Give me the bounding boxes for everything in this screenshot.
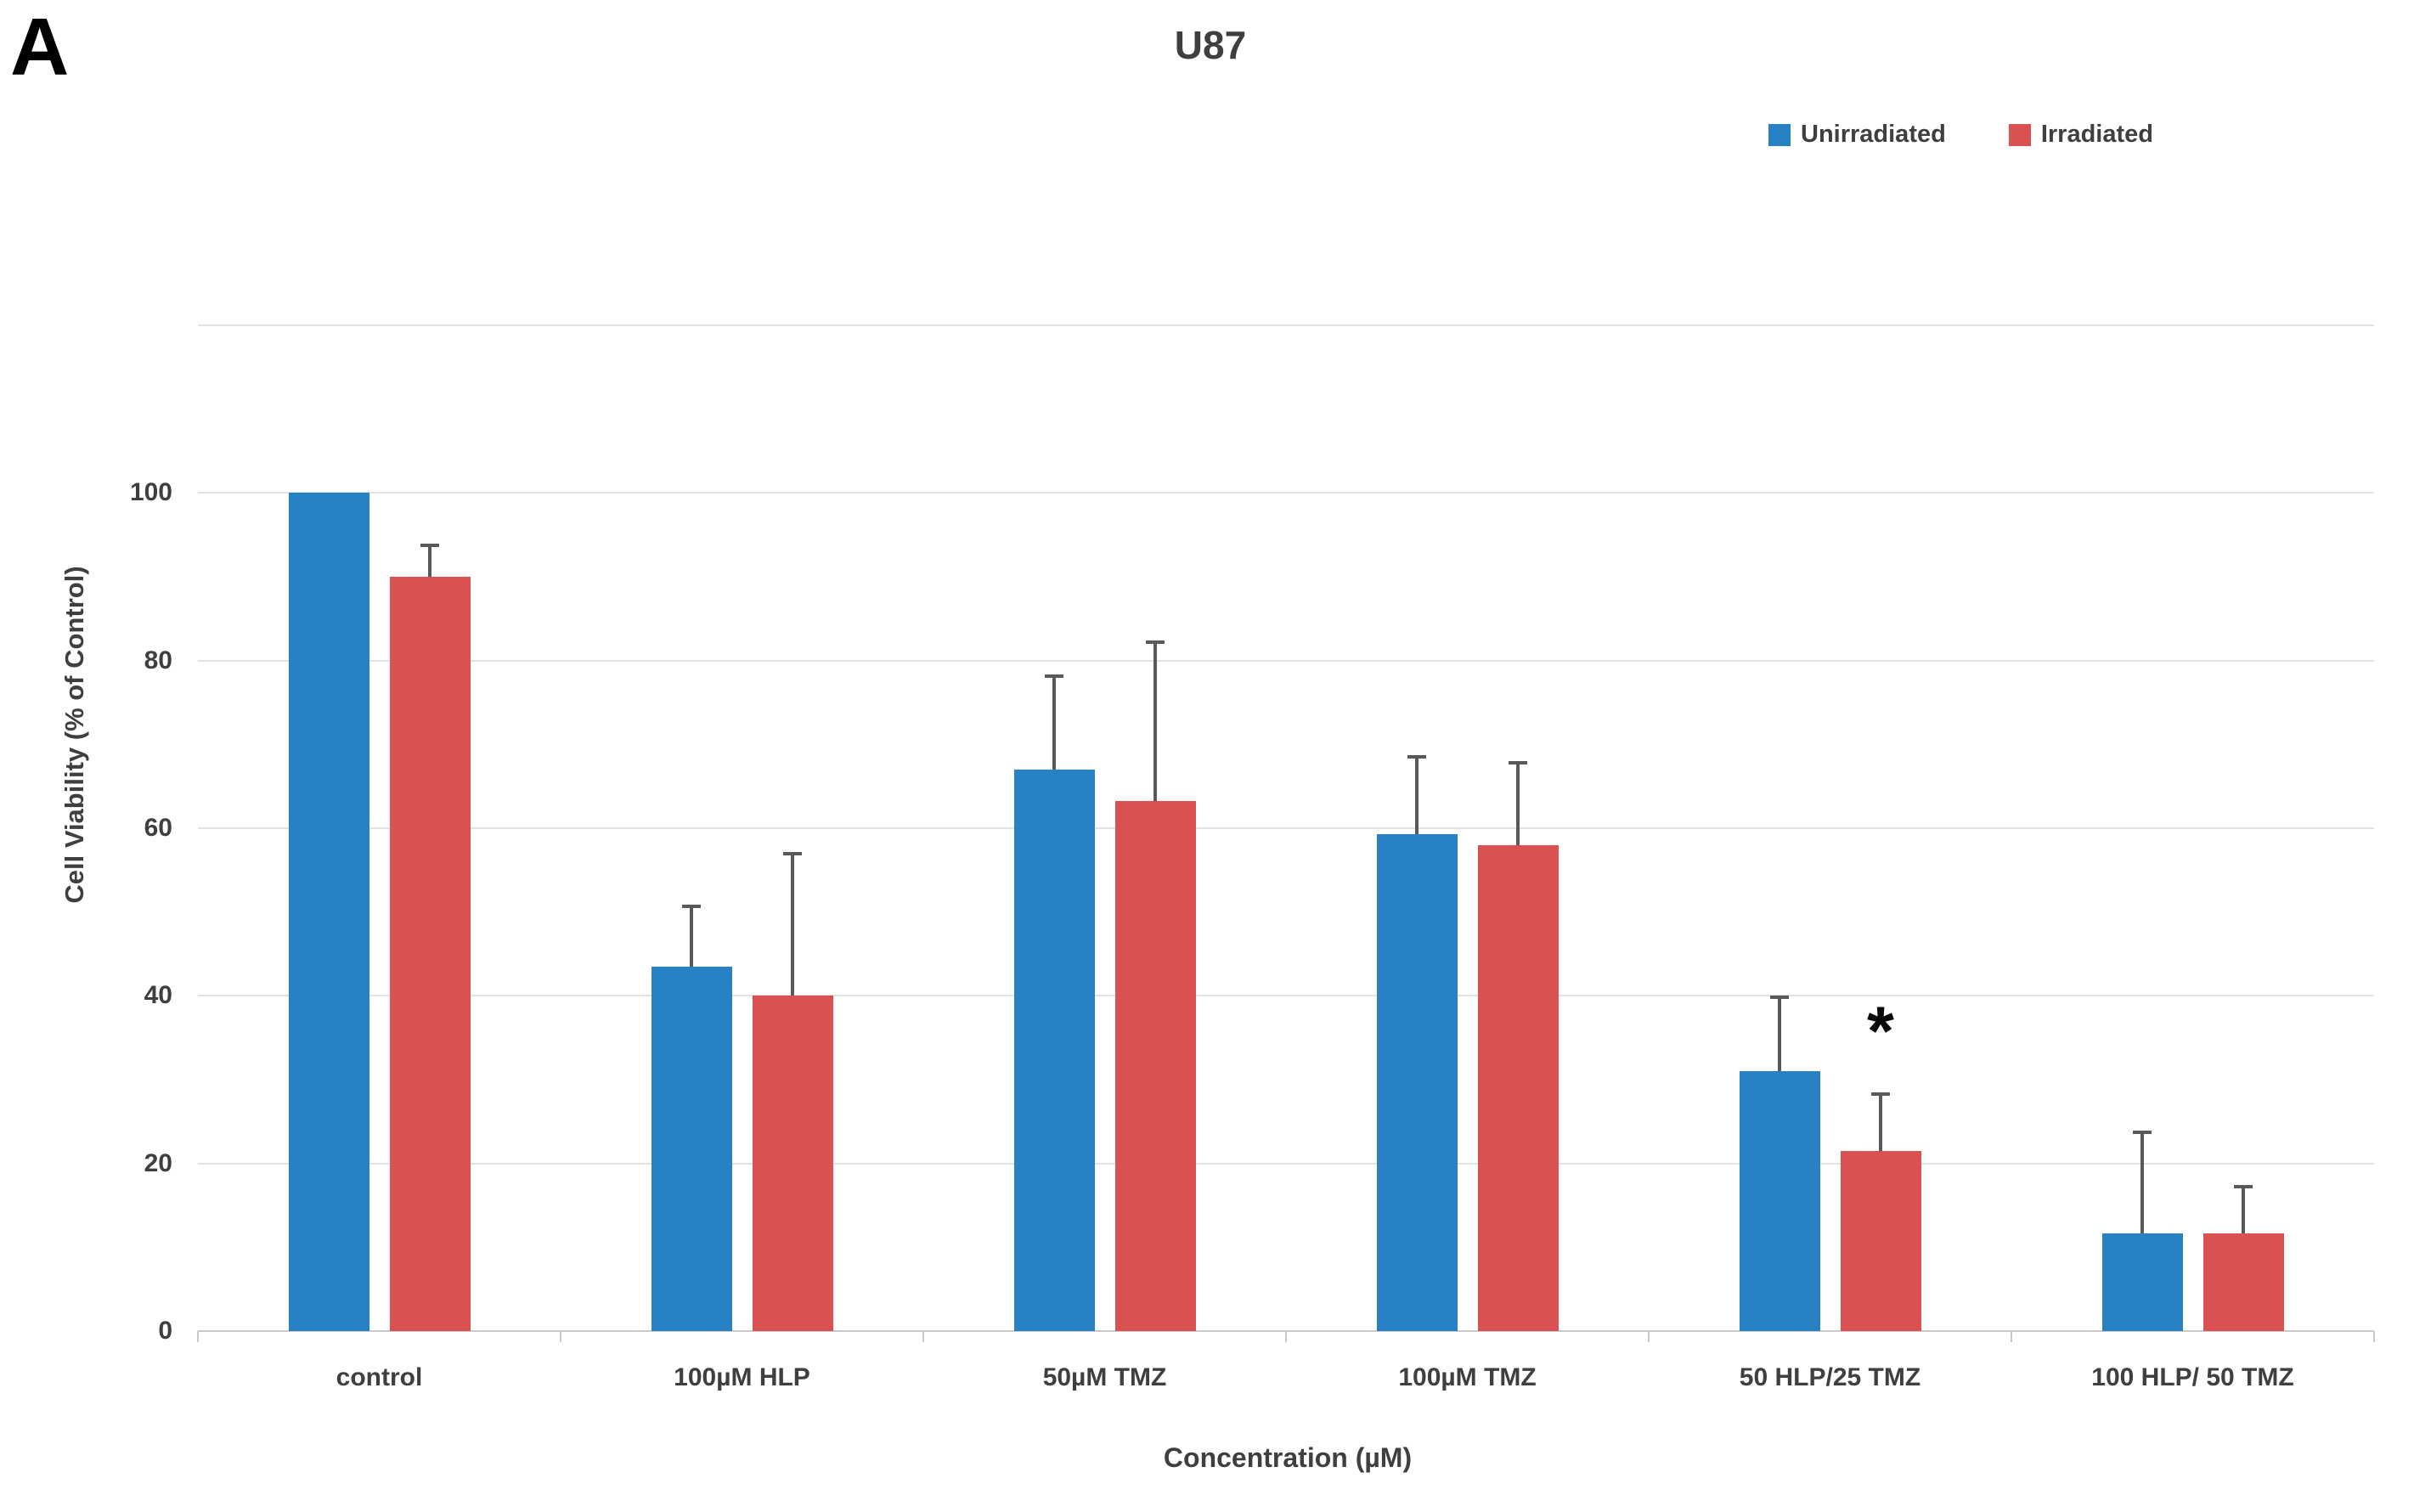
plot-area: 0 20 40 60 80 100 control 100µM HLP 50µM TMZ 100µ… [130, 324, 2375, 1391]
y-tick-label-100: 100 [129, 478, 172, 507]
bar-irradiated-0 [389, 577, 471, 1331]
gridline-100 [198, 492, 2374, 494]
bar-unirradiated-5 [2101, 1233, 2183, 1331]
legend-item-unirradiated: Unirradiated [1768, 121, 1946, 149]
error-bar-cap [1045, 674, 1063, 679]
error-bar-cap [783, 851, 802, 855]
error-bar-cap [420, 543, 439, 547]
gridline-20 [198, 1162, 2374, 1165]
error-bar-irradiated-0 [428, 543, 431, 577]
significance-asterisk: * [1867, 992, 1894, 1070]
x-axis-tick [560, 1331, 561, 1342]
chart-title: U87 [1174, 23, 1247, 67]
error-bar-irradiated-4 [1879, 1092, 1882, 1151]
error-bar-cap [1770, 996, 1789, 1000]
category-label: control [336, 1363, 423, 1391]
legend-label-unirradiated: Unirradiated [1801, 121, 1946, 148]
irradiated-swatch-icon [2008, 123, 2031, 146]
error-bar-cap [1407, 755, 1426, 759]
bar-unirradiated-1 [651, 966, 732, 1331]
y-axis-title: Cell Viability (% of Control) [59, 566, 89, 904]
legend-item-irradiated: Irradiated [2008, 121, 2153, 149]
x-axis-tick [922, 1331, 924, 1342]
legend-label-irradiated: Irradiated [2040, 121, 2153, 148]
error-bar-irradiated-3 [1516, 761, 1520, 845]
gridline-40 [198, 995, 2374, 997]
error-bar-irradiated-2 [1153, 640, 1157, 802]
y-tick-label-20: 20 [144, 1148, 172, 1177]
category-label: 50µM TMZ [1042, 1363, 1167, 1391]
error-bar-cap [2133, 1131, 2152, 1135]
error-bar-cap [682, 904, 701, 908]
y-tick-label-0: 0 [158, 1317, 172, 1345]
bar-irradiated-2 [1114, 801, 1196, 1331]
bar-irradiated-5 [2202, 1233, 2284, 1331]
x-axis-tick [1648, 1331, 1650, 1342]
error-bar-unirradiated-4 [1778, 996, 1781, 1072]
bar-unirradiated-3 [1376, 833, 1458, 1331]
x-axis-tick [197, 1331, 199, 1342]
panel-label: A [10, 2, 70, 93]
bar-irradiated-1 [752, 996, 833, 1331]
error-bar-unirradiated-3 [1415, 755, 1419, 834]
error-bar-cap [1509, 761, 1527, 765]
error-bar-irradiated-1 [791, 851, 794, 996]
gridline-60 [198, 827, 2374, 829]
category-label: 100 HLP/ 50 TMZ [2091, 1363, 2294, 1391]
error-bar-cap [1146, 640, 1165, 644]
bar-unirradiated-0 [288, 493, 369, 1331]
x-axis-title: Concentration (µM) [1163, 1442, 1413, 1473]
error-bar-cap [2234, 1185, 2253, 1189]
error-bar-irradiated-5 [2242, 1185, 2245, 1233]
x-axis-tick [1285, 1331, 1287, 1342]
legend: Unirradiated Irradiated [1768, 121, 2153, 149]
y-tick-label-60: 60 [144, 814, 172, 842]
bar-irradiated-4 [1840, 1150, 1921, 1331]
x-axis-tick [2011, 1331, 2012, 1342]
bar-irradiated-3 [1477, 844, 1559, 1331]
bar-unirradiated-2 [1013, 769, 1095, 1331]
category-label: 100µM TMZ [1398, 1363, 1537, 1391]
x-axis-tick [2373, 1331, 2375, 1342]
error-bar-unirradiated-1 [690, 904, 693, 967]
y-tick-label-80: 80 [144, 646, 172, 674]
unirradiated-swatch-icon [1768, 123, 1791, 146]
error-bar-cap [1871, 1092, 1890, 1096]
bar-unirradiated-4 [1739, 1071, 1820, 1331]
category-label: 50 HLP/25 TMZ [1739, 1363, 1921, 1391]
error-bar-unirradiated-2 [1052, 674, 1056, 770]
error-bar-unirradiated-5 [2140, 1131, 2144, 1233]
y-tick-label-40: 40 [144, 981, 172, 1010]
gridline-80 [198, 659, 2374, 662]
category-label: 100µM HLP [674, 1363, 810, 1391]
gridline-120 [198, 324, 2374, 326]
